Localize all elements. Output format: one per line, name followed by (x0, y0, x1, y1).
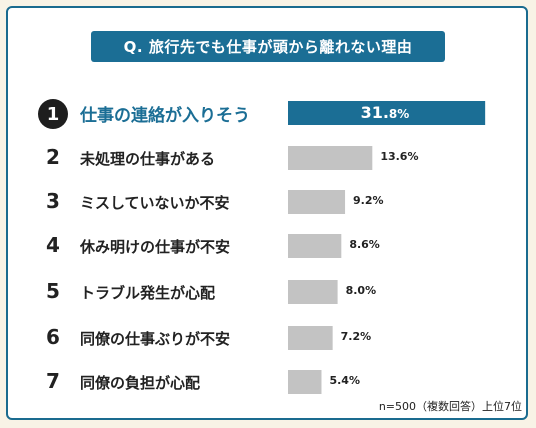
rank-4: 4 (46, 233, 60, 257)
value-label: 8.6% (349, 238, 380, 251)
category-label: トラブル発生が心配 (80, 284, 216, 302)
value-suffix: 8% (388, 107, 410, 121)
chart-frame (6, 6, 528, 420)
rank-5: 5 (46, 279, 60, 303)
bar-5 (288, 280, 338, 304)
value-label: 13.6% (380, 150, 418, 163)
bar-6 (288, 326, 333, 350)
bar-4 (288, 234, 342, 258)
value-main: 13.6% (380, 150, 419, 163)
footnote: n=500（複数回答）上位7位 (378, 400, 522, 413)
rank-2: 2 (46, 145, 60, 169)
value-main: 7.2% (340, 330, 372, 343)
category-label: 同僚の仕事ぶりが不安 (80, 330, 231, 348)
chart-title: Q. 旅行先でも仕事が頭から離れない理由 (91, 31, 445, 62)
category-label: ミスしていないか不安 (80, 194, 230, 212)
rank-1: 1 (38, 99, 68, 129)
category-label: 未処理の仕事がある (80, 150, 216, 168)
bar-3 (288, 190, 346, 214)
value-main: 31. (360, 103, 389, 122)
category-label: 同僚の負担が心配 (80, 374, 201, 392)
value-main: 8.6% (349, 238, 380, 251)
value-label: 7.2% (341, 330, 372, 343)
bar-1 (288, 101, 486, 125)
bar-2 (288, 146, 373, 170)
value-label: 9.2% (353, 194, 384, 207)
value-label: 31.8% (361, 103, 410, 122)
value-label: 5.4% (329, 374, 360, 387)
value-label: 8.0% (346, 284, 377, 297)
rank-3: 3 (46, 189, 60, 213)
value-main: 8.0% (345, 284, 377, 297)
rank-6: 6 (46, 325, 60, 349)
bar-7 (288, 370, 322, 394)
category-label: 休み明けの仕事が不安 (80, 238, 231, 256)
value-main: 9.2% (353, 194, 384, 207)
value-main: 5.4% (329, 374, 360, 387)
category-label: 仕事の連絡が入りそう (80, 106, 250, 126)
rank-7: 7 (46, 369, 60, 393)
